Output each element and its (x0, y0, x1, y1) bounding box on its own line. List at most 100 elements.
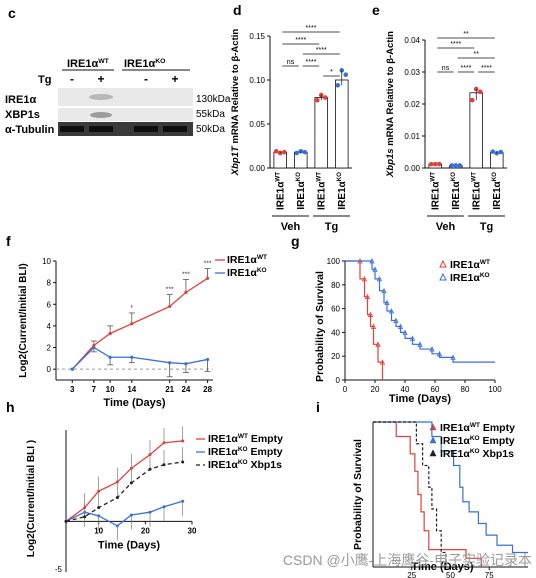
data-point (181, 499, 185, 503)
group-label: Tg (325, 221, 338, 233)
blot-row-label: XBP1s (5, 109, 40, 121)
y-tick-label: 100 (327, 257, 341, 266)
y-axis-label: Xbp1T mRNA Relative to β-Actin (230, 29, 241, 177)
panel-letter-c: c (8, 5, 16, 21)
data-point (130, 322, 134, 326)
legend-label-base: IRE1α (208, 433, 238, 445)
data-point (281, 149, 287, 155)
data-point (70, 367, 74, 371)
panel-g-survival-chart: g 0 20 40 60 80 100 0 20 40 60 80 100 Time (Days) Pro… (291, 233, 502, 405)
legend-label-tail: Empty (480, 422, 515, 434)
significance-label: **** (450, 41, 461, 48)
y-axis-label: Log2(Current/Initial BLI) (18, 263, 29, 377)
y-axis-label: Log2(Current/Initial BLI ) (26, 440, 37, 557)
category-label: IRE1αWT (470, 172, 482, 210)
data-point (162, 441, 166, 445)
data-point (335, 82, 341, 88)
y-axis-label-gene: Xbp1T (230, 145, 241, 176)
censor-marker (409, 335, 416, 341)
legend-label: IRE1αKO Empty (440, 435, 515, 447)
blot-lane-sign: + (171, 72, 178, 86)
series-line (71, 346, 208, 370)
data-point (97, 489, 101, 493)
censor-marker (369, 258, 375, 264)
blot-group-header-ko: IRE1αKO (124, 58, 166, 70)
data-point (428, 161, 434, 167)
data-point (343, 72, 349, 78)
data-point (449, 163, 455, 168)
category-label-base: IRE1α (471, 181, 482, 210)
data-point (130, 355, 134, 359)
significance-label: **** (316, 47, 327, 54)
censor-marker (384, 299, 390, 306)
category-label-sup: WT (315, 172, 322, 182)
panel-letter-i: i (316, 399, 320, 415)
data-point (129, 481, 133, 485)
blot-row-background (58, 108, 193, 121)
legend-label-sup: KO (470, 435, 480, 442)
x-axis-label: Time (Days) (98, 539, 160, 551)
x-tick-label: 20 (141, 526, 150, 535)
data-point (205, 276, 210, 280)
category-label: IRE1αWT (429, 172, 441, 210)
data-point (129, 513, 133, 517)
legend-label-sup: KO (480, 272, 490, 279)
blot-band-xbp1s (90, 112, 112, 118)
category-label-base: IRE1α (337, 180, 348, 209)
category-label: IRE1αKO (491, 172, 503, 210)
blot-lane-sign: - (70, 72, 74, 86)
significance-label: **** (295, 37, 306, 44)
legend-label: IRE1αKO Xbp1s (208, 459, 282, 471)
x-tick-label: 0 (343, 385, 348, 394)
censor-marker (429, 346, 435, 352)
category-label-sup: KO (295, 172, 302, 181)
significance-label: **** (481, 65, 492, 72)
data-point (273, 148, 279, 154)
legend-label-base: IRE1α (440, 435, 470, 447)
survival-curve (373, 421, 528, 554)
data-point (168, 304, 172, 309)
legend-label-sup: WT (470, 422, 480, 429)
blot-group-header-ko-base: IRE1α (124, 58, 155, 70)
category-label: IRE1αKO (336, 172, 348, 210)
censor-marker (402, 329, 408, 335)
group-label: Veh (281, 221, 301, 233)
category-label-base: IRE1α (316, 181, 327, 210)
legend-label: IRE1αWT Empty (440, 422, 515, 434)
censor-marker (375, 341, 381, 347)
significance-label: **** (306, 59, 317, 66)
significance-label: *** (182, 271, 190, 278)
data-point (453, 163, 459, 168)
panel-letter-e: e (372, 2, 380, 18)
x-tick-label: 25 (407, 571, 416, 578)
legend-label-base: IRE1α (208, 446, 238, 458)
panel-e-bar-chart: e 0.00 0.01 0.02 0.03 0.04 Xbp1s mRNA Relativ… (372, 2, 507, 233)
x-tick-label: 10 (94, 526, 103, 535)
category-label: IRE1αKO (450, 172, 462, 210)
series-line (65, 500, 183, 527)
series-line (65, 440, 183, 522)
category-label: IRE1αWT (315, 172, 327, 210)
significance-label: *** (166, 287, 174, 294)
y-tick-label: 40 (331, 328, 340, 337)
legend-label-sup: WT (257, 254, 267, 261)
data-point (457, 163, 463, 168)
legend-swatch (429, 436, 437, 444)
y-tick-label: 8 (47, 279, 52, 288)
legend-label-tail: Empty (248, 433, 283, 445)
blot-size-label: 130kDa (196, 94, 231, 105)
x-tick-label: 100 (488, 385, 502, 394)
legend-label-sup: KO (238, 446, 248, 453)
data-point (477, 89, 483, 95)
data-point (322, 95, 328, 100)
blot-lane-sign: + (97, 72, 104, 86)
legend-label-tail: Xbp1s (480, 448, 515, 460)
y-axis-label-gene: Xbp1s (385, 148, 396, 178)
significance-label: * (330, 69, 333, 76)
legend-label: IRE1αKO Xbp1s (440, 448, 514, 460)
x-tick-label: 20 (371, 385, 380, 394)
x-axis-label: Time (Days) (103, 397, 165, 409)
category-label-base: IRE1α (296, 180, 307, 209)
significance-label: ** (463, 31, 469, 38)
x-tick-label: 28 (203, 385, 212, 394)
